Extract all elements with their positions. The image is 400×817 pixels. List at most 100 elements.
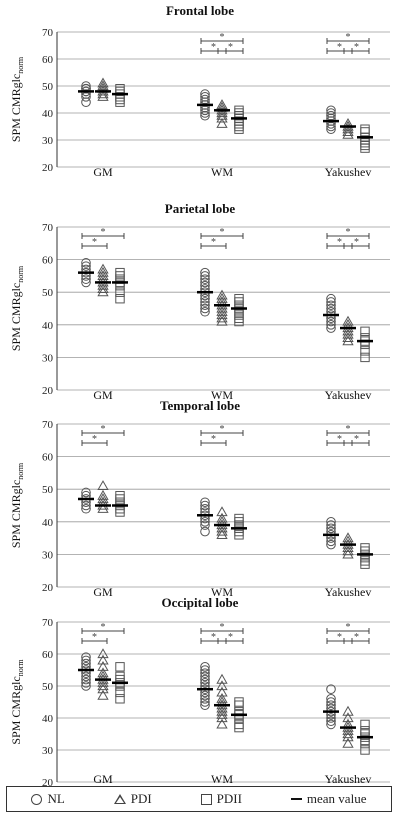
data-point-nl <box>81 277 91 288</box>
y-tick-label: 70 <box>42 222 54 234</box>
y-axis-label: SPM CMRglcnorm <box>9 462 25 548</box>
significance-marker: * <box>101 622 106 633</box>
y-axis-label-sub: norm <box>16 659 25 677</box>
data-point-pdi <box>97 279 109 290</box>
data-point-nl <box>200 694 210 704</box>
data-point-pdi <box>342 332 354 342</box>
x-tick-label: GM <box>93 388 113 402</box>
data-point-pdi <box>216 512 228 523</box>
data-point-nl <box>81 652 91 663</box>
data-point-nl <box>326 316 336 327</box>
y-tick-label: 30 <box>42 549 54 561</box>
data-point-pdi <box>342 128 354 139</box>
data-point-nl <box>326 320 336 330</box>
data-point-pdii <box>234 297 244 307</box>
data-point-nl <box>200 668 210 679</box>
data-point-pdi <box>342 315 354 326</box>
data-point-nl <box>81 671 91 682</box>
x-tick-label: WM <box>211 165 233 179</box>
data-point-pdi <box>216 117 228 128</box>
x-tick-label: WM <box>211 772 233 786</box>
data-point-pdi <box>342 542 354 552</box>
data-point-pdi <box>216 529 228 539</box>
data-point-nl <box>200 700 210 711</box>
data-point-pdi <box>216 680 228 691</box>
data-point-pdii <box>115 267 125 278</box>
data-point-nl <box>326 700 336 711</box>
data-point-pdii <box>234 700 244 710</box>
y-tick-label: 60 <box>42 54 54 66</box>
data-point-nl <box>81 678 91 688</box>
data-point-nl <box>326 517 336 527</box>
chart-title: Occipital lobe <box>162 595 239 610</box>
data-point-pdi <box>216 312 228 323</box>
data-point-pdi <box>97 90 109 101</box>
data-point-pdi <box>97 77 109 88</box>
data-point-pdi <box>97 270 109 280</box>
data-point-pdii <box>360 738 370 749</box>
data-point-nl <box>81 83 91 94</box>
y-tick-label: 60 <box>42 255 54 267</box>
data-point-nl <box>81 655 91 666</box>
data-point-nl <box>200 674 210 685</box>
data-point-pdii <box>115 271 125 281</box>
data-point-nl <box>81 261 91 271</box>
data-point-pdi <box>342 545 354 556</box>
data-point-nl <box>81 674 91 685</box>
data-point-pdi <box>216 702 228 713</box>
significance-marker: * <box>211 42 216 53</box>
data-point-nl <box>200 517 210 527</box>
y-tick-label: 70 <box>42 27 54 39</box>
data-point-pdi <box>216 506 228 517</box>
x-tick-label: WM <box>211 388 233 402</box>
data-point-pdii <box>115 507 125 517</box>
legend-item-nl: NL <box>31 791 65 807</box>
data-point-nl <box>326 293 336 304</box>
significance-marker: * <box>346 32 351 43</box>
data-point-pdi <box>342 728 354 739</box>
data-point-nl <box>326 124 336 134</box>
data-point-pdi <box>216 107 228 118</box>
data-point-nl <box>326 523 336 534</box>
significance-marker: * <box>92 434 97 445</box>
data-point-pdii <box>360 352 370 363</box>
y-tick-label: 20 <box>42 162 54 174</box>
data-point-nl <box>200 306 210 317</box>
data-point-pdi <box>342 705 354 716</box>
data-point-pdi <box>342 737 354 748</box>
significance-marker: * <box>346 227 351 238</box>
legend-item-pdii: PDII <box>200 791 242 807</box>
data-point-pdii <box>234 530 244 540</box>
y-axis-label-main: SPM CMRglc <box>9 676 23 744</box>
data-point-pdii <box>234 124 244 134</box>
data-point-pdi <box>97 493 109 504</box>
y-tick-label: 30 <box>42 745 54 757</box>
y-tick-label: 40 <box>42 713 54 725</box>
data-point-nl <box>326 713 336 723</box>
chart-title: Parietal lobe <box>165 201 236 216</box>
data-point-pdi <box>216 712 228 723</box>
data-point-pdi <box>97 80 109 91</box>
legend-label-nl: NL <box>47 791 65 806</box>
x-tick-label: WM <box>211 585 233 599</box>
data-point-pdi <box>342 724 354 735</box>
data-point-pdi <box>342 335 354 346</box>
data-point-nl <box>200 271 210 281</box>
data-point-pdi <box>216 718 228 729</box>
data-point-nl <box>81 89 91 99</box>
chart-panel-3: Temporal lobe 20 30 40 50 60 70 SPM CMRglcnorm G… <box>9 398 390 599</box>
data-point-nl <box>326 719 336 730</box>
data-point-pdii <box>115 97 125 107</box>
legend-item-mean: mean value <box>290 791 366 807</box>
significance-marker: * <box>220 622 225 633</box>
data-point-pdi <box>216 522 228 533</box>
data-point-nl <box>326 113 336 124</box>
y-tick-label: 30 <box>42 352 54 364</box>
data-point-pdii <box>115 694 125 704</box>
data-point-nl <box>81 274 91 284</box>
chart-panel-4: Occipital lobe 20 30 40 50 60 70 SPM CMRglcnorm… <box>9 595 390 789</box>
y-tick-label: 20 <box>42 582 54 594</box>
significance-marker: * <box>211 434 216 445</box>
data-point-nl <box>200 497 210 508</box>
significance-marker: * <box>354 632 359 643</box>
